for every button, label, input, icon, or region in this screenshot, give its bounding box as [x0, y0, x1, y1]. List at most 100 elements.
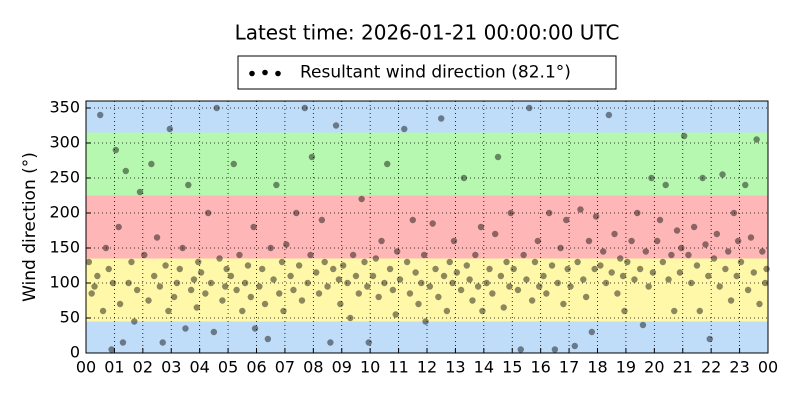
data-point: [91, 283, 98, 290]
y-tick-label: 300: [49, 133, 80, 152]
x-tick-label: 13: [445, 358, 465, 377]
data-point: [153, 234, 161, 241]
data-point: [250, 223, 257, 231]
data-point: [381, 279, 388, 287]
data-point: [668, 251, 675, 259]
data-point: [219, 297, 226, 304]
x-tick-label: 07: [275, 358, 295, 377]
y-tick-label: 50: [60, 308, 80, 327]
data-point: [631, 276, 638, 283]
data-point: [133, 286, 141, 294]
data-point: [156, 283, 164, 290]
data-point: [355, 290, 362, 297]
data-point: [88, 290, 95, 297]
data-point: [611, 230, 618, 238]
data-point: [453, 269, 461, 276]
data-point: [510, 265, 517, 273]
legend-marker: [275, 70, 281, 77]
data-point: [236, 251, 243, 259]
data-point: [557, 244, 564, 252]
data-point: [159, 339, 166, 346]
data-point: [301, 104, 309, 112]
data-point: [392, 311, 399, 318]
data-point: [725, 248, 732, 255]
data-point: [554, 279, 561, 287]
data-point: [429, 220, 436, 227]
data-point: [276, 290, 283, 297]
x-tick-label: 12: [417, 358, 437, 377]
data-point: [705, 272, 712, 280]
data-point: [560, 300, 567, 308]
data-point: [591, 265, 598, 273]
data-point: [312, 269, 320, 276]
x-tick-label: 00: [758, 358, 778, 377]
data-point: [162, 262, 169, 269]
data-point: [483, 279, 490, 287]
y-tick-label: 100: [49, 273, 80, 292]
data-point: [261, 300, 269, 308]
x-tick-label: 10: [360, 358, 380, 377]
data-point: [352, 272, 360, 280]
data-point: [270, 276, 277, 283]
data-point: [737, 258, 745, 266]
data-point: [730, 209, 738, 217]
data-point: [648, 174, 655, 182]
data-point: [659, 258, 667, 266]
data-point: [528, 297, 536, 304]
data-point: [733, 272, 740, 280]
data-point: [369, 272, 377, 280]
data-point: [753, 136, 760, 143]
data-point: [166, 125, 174, 133]
data-point: [685, 251, 692, 259]
data-point: [420, 251, 428, 259]
data-point: [713, 230, 721, 238]
data-point: [396, 276, 404, 283]
data-point: [624, 258, 631, 266]
data-point: [293, 209, 300, 217]
data-point: [337, 300, 344, 308]
x-tick-label: 14: [474, 358, 494, 377]
data-point: [642, 248, 650, 255]
data-point: [597, 262, 604, 269]
data-point: [378, 237, 385, 245]
scatter-points: [85, 104, 770, 353]
data-point: [536, 283, 543, 290]
data-point: [432, 265, 439, 273]
data-point: [460, 174, 468, 182]
x-tick-label: 22: [701, 358, 721, 377]
data-point: [588, 328, 596, 336]
data-point: [580, 276, 587, 283]
data-point: [233, 286, 240, 294]
data-point: [440, 272, 448, 280]
x-tick-label: 01: [104, 358, 124, 377]
data-point: [540, 272, 547, 280]
data-point: [489, 290, 496, 297]
data-point: [548, 262, 556, 269]
data-point: [109, 279, 117, 287]
data-point: [520, 251, 527, 259]
data-point: [202, 290, 209, 297]
data-point: [182, 325, 189, 332]
x-tick-label: 06: [246, 358, 266, 377]
chart-title: Latest time: 2026-01-21 00:00:00 UTC: [235, 21, 620, 45]
data-point: [330, 265, 337, 273]
data-point: [102, 244, 110, 252]
data-point: [761, 279, 769, 287]
data-point: [742, 181, 749, 189]
x-tick-label: 18: [587, 358, 607, 377]
data-point: [332, 122, 340, 129]
x-tick-label: 23: [729, 358, 749, 377]
data-point: [438, 115, 445, 122]
data-point: [94, 272, 101, 280]
data-point: [222, 283, 229, 290]
data-point: [457, 286, 465, 294]
data-point: [389, 286, 397, 294]
data-point: [474, 283, 482, 290]
data-point: [662, 181, 669, 189]
data-point: [280, 307, 287, 315]
data-point: [543, 290, 550, 297]
data-point: [176, 265, 183, 273]
data-point: [649, 269, 657, 276]
data-point: [744, 286, 752, 294]
data-point: [500, 304, 507, 311]
